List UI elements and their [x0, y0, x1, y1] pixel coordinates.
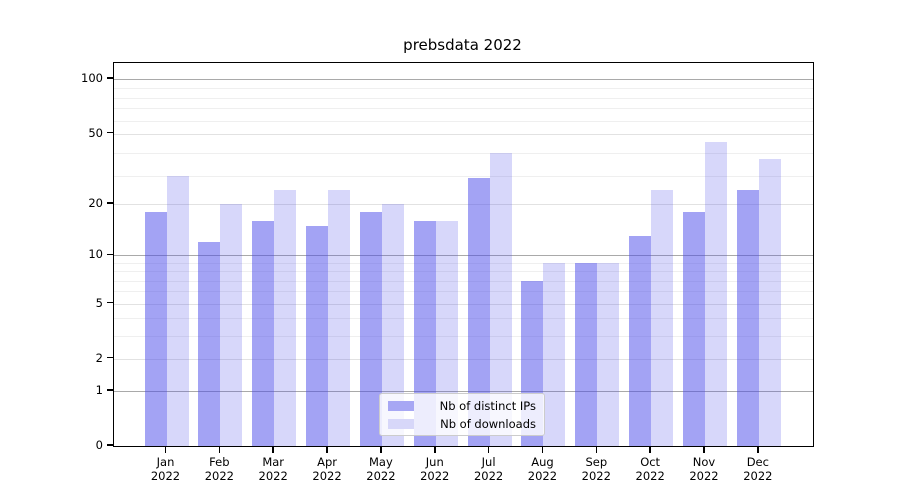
y-tick-mark-20 — [107, 202, 113, 204]
y-tick-label-100: 100 — [81, 71, 103, 86]
bar-distinct-ips-jun — [413, 220, 436, 446]
gridline-y-20 — [114, 204, 813, 206]
gridline-y-1 — [114, 390, 813, 392]
gridline-y-9 — [114, 263, 813, 264]
bar-distinct-ips-oct — [629, 236, 652, 446]
bar-downloads-aug — [543, 263, 566, 446]
bar-downloads-jan — [166, 175, 189, 446]
bar-distinct-ips-jan — [144, 211, 167, 446]
x-tick-label-may: May 2022 — [366, 455, 396, 483]
bar-distinct-ips-feb — [198, 242, 221, 446]
gridline-y-10 — [114, 255, 813, 257]
bar-downloads-may — [381, 204, 404, 446]
gridline-y-4 — [114, 318, 813, 320]
gridline-y-3 — [114, 335, 813, 337]
bar-distinct-ips-jul — [467, 178, 490, 446]
x-tick-label-jun: Jun 2022 — [420, 455, 450, 483]
y-tick-mark-10 — [107, 253, 113, 256]
y-tick-label-50: 50 — [88, 125, 103, 140]
y-tick-label-5: 5 — [95, 295, 103, 310]
bar-downloads-nov — [705, 141, 727, 446]
x-tick-mark-jun — [433, 447, 436, 453]
x-tick-mark-sep — [595, 447, 598, 453]
bar-distinct-ips-nov — [683, 211, 705, 446]
bar-distinct-ips-may — [359, 211, 382, 446]
gridline-y-59 — [114, 120, 813, 122]
x-tick-mark-may — [380, 447, 382, 453]
x-tick-mark-feb — [218, 447, 221, 453]
bar-downloads-apr — [328, 190, 351, 446]
x-tick-label-dec: Dec 2022 — [743, 455, 773, 483]
gridline-y-39 — [114, 152, 813, 154]
legend-swatch-downloads — [388, 418, 414, 429]
gridline-y-69 — [114, 108, 813, 110]
bar-downloads-jun — [435, 220, 458, 446]
bar-distinct-ips-sep — [575, 263, 598, 446]
bar-downloads-mar — [274, 190, 297, 446]
bar-downloads-oct — [651, 190, 674, 446]
y-tick-mark-1 — [107, 389, 113, 391]
y-tick-label-10: 10 — [88, 247, 103, 262]
gridline-y-50 — [114, 133, 813, 135]
x-tick-label-mar: Mar 2022 — [258, 455, 288, 483]
gridline-y-7 — [114, 280, 813, 282]
bar-distinct-ips-dec — [736, 190, 759, 446]
x-tick-label-jul: Jul 2022 — [473, 455, 504, 483]
y-tick-label-1: 1 — [95, 382, 103, 397]
legend-item-distinct-ips: Nb of distinct IPs — [388, 398, 536, 413]
bar-distinct-ips-apr — [306, 225, 329, 446]
x-tick-label-nov: Nov 2022 — [689, 455, 719, 483]
x-tick-label-oct: Oct 2022 — [635, 455, 665, 483]
gridline-y-6 — [114, 291, 813, 293]
plot-area — [113, 62, 814, 447]
x-tick-mark-dec — [757, 447, 759, 453]
legend-item-downloads: Nb of downloads — [388, 416, 536, 431]
gridline-y-29 — [114, 175, 813, 177]
gridline-y-89 — [114, 88, 813, 90]
y-tick-mark-2 — [107, 356, 113, 359]
legend-label-distinct-ips: Nb of distinct IPs — [439, 398, 536, 413]
y-tick-label-0: 0 — [95, 438, 103, 452]
x-tick-label-feb: Feb 2022 — [204, 455, 234, 483]
x-tick-mark-jan — [164, 447, 167, 453]
x-tick-mark-jul — [487, 447, 490, 453]
gridline-y-100 — [114, 79, 813, 81]
bar-downloads-feb — [220, 204, 243, 446]
y-tick-label-20: 20 — [88, 196, 103, 211]
gridline-y-5 — [114, 303, 813, 305]
y-tick-mark-50 — [107, 131, 113, 134]
gridline-y-2 — [114, 358, 813, 360]
gridline-y-8 — [114, 271, 813, 273]
y-tick-mark-5 — [107, 301, 113, 304]
y-tick-mark-100 — [107, 77, 113, 79]
legend-swatch-distinct-ips — [388, 400, 414, 411]
x-tick-mark-aug — [541, 447, 544, 453]
bar-downloads-jul — [489, 152, 512, 446]
y-tick-mark-0 — [107, 444, 113, 446]
x-tick-mark-mar — [272, 447, 274, 453]
x-tick-label-jan: Jan 2022 — [150, 455, 181, 483]
gridline-y-79 — [114, 97, 813, 99]
y-tick-label-2: 2 — [95, 350, 103, 365]
x-tick-mark-apr — [326, 447, 328, 453]
legend: Nb of distinct IPs Nb of downloads — [379, 393, 545, 436]
x-tick-mark-oct — [649, 447, 651, 453]
chart-title: prebsdata 2022 — [403, 36, 522, 54]
x-tick-label-sep: Sep 2022 — [581, 455, 611, 483]
bar-downloads-sep — [597, 263, 620, 446]
x-tick-mark-nov — [703, 447, 705, 453]
bar-distinct-ips-mar — [252, 220, 275, 446]
x-tick-label-apr: Apr 2022 — [312, 455, 342, 483]
legend-label-downloads: Nb of downloads — [440, 416, 536, 431]
x-tick-label-aug: Aug 2022 — [527, 455, 558, 483]
bar-downloads-dec — [758, 159, 781, 446]
